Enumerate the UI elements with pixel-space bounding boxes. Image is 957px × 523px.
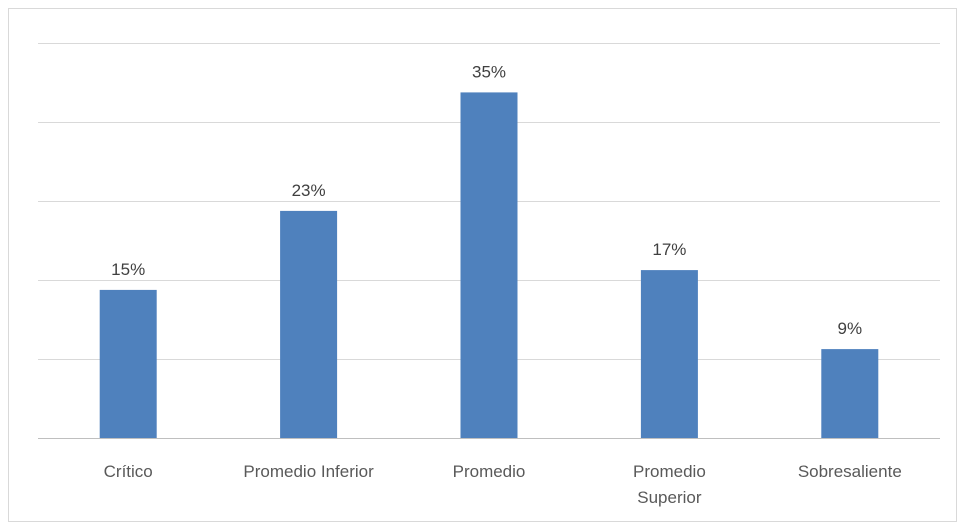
category-label-3: Promedio Superior — [633, 462, 706, 507]
data-label-0: 15% — [111, 260, 145, 279]
data-label-2: 35% — [472, 62, 506, 81]
data-label-1: 23% — [292, 181, 326, 200]
category-label-4: Sobresaliente — [798, 462, 902, 481]
bar-0 — [99, 289, 157, 438]
bar-4 — [821, 349, 879, 438]
category-label-0: Crítico — [104, 462, 153, 481]
bar-chart: 15% 23% 35% 17% 9% Crítico Promedio Inferior P… — [38, 43, 940, 507]
data-labels: 15% 23% 35% 17% 9% — [111, 62, 862, 338]
category-label-1: Promedio Inferior — [243, 462, 374, 481]
bars — [99, 92, 879, 439]
category-labels: Crítico Promedio Inferior Promedio Promedio… — [104, 462, 902, 507]
bar-3 — [640, 270, 698, 438]
data-label-3: 17% — [652, 240, 686, 259]
data-label-4: 9% — [838, 319, 863, 338]
category-label-2: Promedio — [453, 462, 526, 481]
bar-1 — [280, 210, 338, 438]
chart-area: 15% 23% 35% 17% 9% Crítico Promedio Inferior P… — [8, 8, 957, 522]
bar-2 — [460, 92, 518, 439]
